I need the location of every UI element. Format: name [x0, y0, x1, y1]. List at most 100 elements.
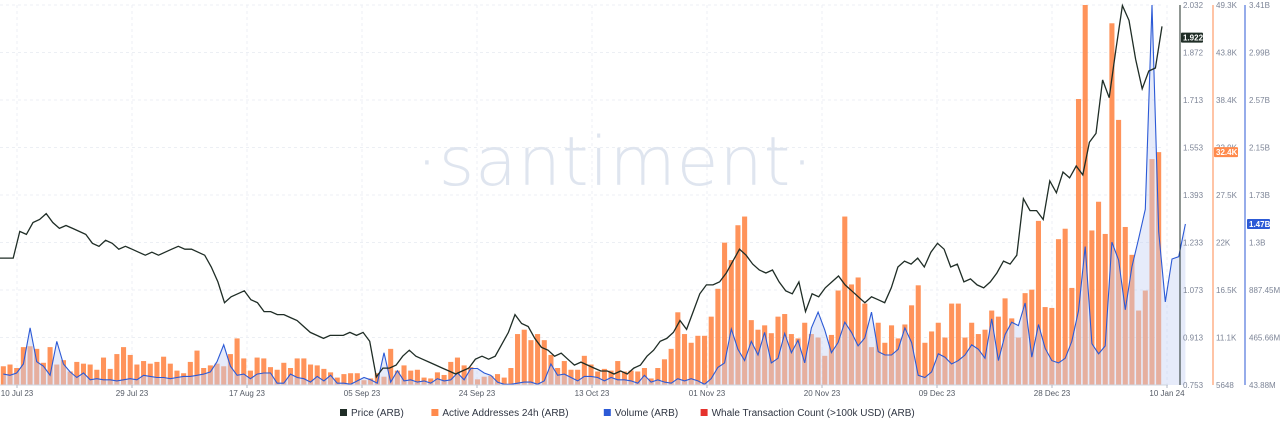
active-addresses-bar — [575, 369, 581, 385]
active-addresses-bar — [748, 320, 754, 385]
price-series — [0, 3, 1163, 379]
x-tick-label: 17 Aug 23 — [229, 389, 266, 398]
active-addresses-bar — [555, 368, 561, 385]
price-line — [0, 3, 1163, 379]
x-tick-label: 01 Nov 23 — [689, 389, 726, 398]
active-addresses-bar — [27, 346, 33, 385]
active-addresses-bar — [294, 358, 300, 385]
santiment-watermark: ·santiment· — [416, 123, 814, 202]
price-tick-label: 0.753 — [1183, 381, 1204, 390]
active-addresses-bar — [374, 373, 380, 385]
active-addresses-bar — [641, 368, 647, 385]
active-addresses-bar — [468, 367, 474, 385]
active-addresses-bar — [501, 377, 507, 385]
active-addresses-bar — [615, 361, 621, 385]
active-addresses-bar — [187, 361, 193, 385]
volume-line — [3, 4, 1186, 385]
active-addresses-bar — [328, 372, 334, 385]
price-tick-label: 1.233 — [1183, 239, 1204, 248]
volume-tick-label: 3.41B — [1249, 1, 1270, 10]
active-addresses-bar — [868, 347, 875, 385]
active-addresses-bar — [161, 356, 167, 385]
active-addresses-bar — [261, 358, 267, 385]
active-addresses-bar — [1102, 233, 1108, 385]
volume-tick-label: 1.3B — [1249, 239, 1265, 248]
active-addresses-bar — [1096, 201, 1102, 385]
active-addresses-bar — [1082, 5, 1088, 385]
active-addresses-bar — [127, 354, 133, 385]
active-addresses-bar — [207, 365, 213, 385]
active-addresses-bar — [114, 354, 120, 385]
active-addresses-bar — [1002, 298, 1008, 385]
price-tick-label: 1.872 — [1183, 49, 1204, 58]
active-addresses-bar — [1149, 159, 1155, 385]
active-addresses-bar — [1049, 307, 1055, 385]
active-addresses-bar — [775, 316, 781, 385]
x-tick-label: 09 Dec 23 — [919, 389, 956, 398]
active-addresses-bar — [929, 331, 935, 385]
active-addresses-current-badge: 32.4K — [1216, 148, 1238, 157]
active-addresses-bar — [100, 357, 107, 385]
active-addresses-bar — [862, 303, 868, 385]
x-axis: 10 Jul 23 29 Jul 23 17 Aug 23 05 Sep 23 24 S… — [1, 385, 1185, 398]
active-addresses-bar — [521, 329, 527, 385]
active-addresses-bar — [588, 364, 594, 385]
active-addresses-bar — [247, 370, 253, 385]
active-addresses-bar — [655, 368, 661, 385]
active-addresses-bar — [1089, 230, 1095, 385]
active-addresses-bar — [842, 216, 848, 385]
legend-swatch — [431, 409, 439, 416]
active-addresses-bar — [688, 342, 694, 385]
active-addresses-tick-label: 5648 — [1216, 381, 1234, 390]
active-addresses-bar — [34, 348, 40, 385]
volume-tick-label: 887.45M — [1249, 286, 1280, 295]
active-addresses-bar — [882, 342, 888, 385]
active-addresses-bar — [635, 371, 641, 385]
active-addresses-bar — [394, 370, 400, 385]
active-addresses-bar — [875, 322, 881, 385]
legend-swatch — [603, 409, 611, 416]
legend-label: Active Addresses 24h (ARB) — [442, 408, 568, 419]
active-addresses-bar — [668, 348, 674, 385]
active-addresses-bar — [214, 363, 220, 385]
active-addresses-bar — [1055, 239, 1062, 385]
active-addresses-bar — [20, 347, 26, 385]
active-addresses-bar — [221, 366, 227, 385]
active-addresses-bar — [134, 364, 140, 385]
active-addresses-bar — [74, 361, 80, 385]
active-addresses-bar — [488, 375, 494, 385]
active-addresses-bar — [281, 362, 287, 385]
active-addresses-bar — [494, 374, 501, 385]
active-addresses-bar — [762, 325, 768, 385]
active-addresses-bar — [541, 340, 547, 385]
volume-series — [3, 4, 1186, 385]
volume-tick-label: 2.15B — [1249, 144, 1270, 153]
x-tick-label: 20 Nov 23 — [804, 389, 841, 398]
active-addresses-tick-label: 27.5K — [1216, 191, 1238, 200]
active-addresses-bar — [40, 362, 46, 385]
active-addresses-bar — [581, 355, 587, 385]
active-addresses-bar — [154, 361, 160, 385]
active-addresses-bar — [1022, 293, 1028, 385]
active-addresses-bar — [381, 376, 387, 385]
active-addresses-bar — [107, 368, 113, 385]
legend-swatch — [340, 409, 347, 416]
active-addresses-bar — [1156, 152, 1162, 385]
active-addresses-bar — [274, 369, 280, 385]
price-tick-label: 1.713 — [1183, 96, 1204, 105]
active-addresses-bar — [975, 334, 981, 385]
active-addresses-bar — [14, 368, 20, 385]
active-addresses-bar — [895, 338, 901, 385]
active-addresses-bar — [307, 364, 314, 385]
y-axes: 2.032 1.872 1.713 1.553 1.393 1.233 1.073 0.913… — [0, 1, 1280, 390]
volume-tick-label: 465.66M — [1249, 334, 1280, 343]
volume-tick-label: 43.88M — [1249, 381, 1276, 390]
active-addresses-bar — [314, 365, 320, 385]
active-addresses-bar — [695, 335, 701, 385]
active-addresses-bar — [194, 350, 200, 385]
active-addresses-bar — [735, 225, 741, 385]
active-addresses-bar — [361, 380, 367, 385]
active-addresses-bar — [855, 277, 861, 385]
active-addresses-bar — [80, 363, 87, 385]
x-tick-label: 10 Jul 23 — [1, 389, 34, 398]
